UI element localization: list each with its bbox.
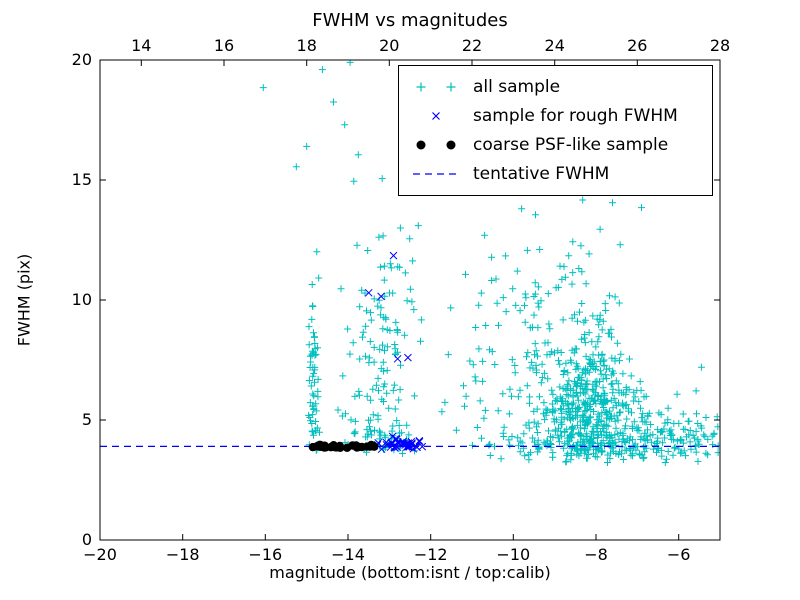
- svg-text:−10: −10: [496, 545, 530, 564]
- svg-text:16: 16: [214, 36, 234, 55]
- svg-text:−8: −8: [584, 545, 608, 564]
- svg-text:15: 15: [72, 170, 92, 189]
- y-axis-label: FWHM (pix): [14, 253, 34, 347]
- svg-text:26: 26: [627, 36, 647, 55]
- x-marker-icon: [432, 111, 440, 120]
- svg-text:28: 28: [710, 36, 730, 55]
- svg-text:−6: −6: [667, 545, 691, 564]
- plus-markers-icon: [416, 82, 456, 92]
- svg-text:−12: −12: [414, 545, 448, 564]
- svg-text:22: 22: [462, 36, 482, 55]
- legend-label-rough-fwhm: sample for rough FWHM: [473, 105, 678, 126]
- dashed-line-icon: [413, 173, 459, 176]
- svg-text:−20: −20: [83, 545, 117, 564]
- legend-label-psf-sample: coarse PSF-like sample: [473, 135, 669, 156]
- legend-item-rough-fwhm: sample for rough FWHM: [411, 106, 706, 126]
- svg-text:5: 5: [82, 410, 92, 429]
- x-axis-label: magnitude (bottom:isnt / top:calib): [269, 563, 551, 582]
- svg-text:−14: −14: [331, 545, 365, 564]
- svg-text:24: 24: [545, 36, 565, 55]
- svg-text:18: 18: [297, 36, 317, 55]
- svg-text:20: 20: [379, 36, 399, 55]
- chart-title: FWHM vs magnitudes: [312, 10, 508, 31]
- legend-item-all-sample: all sample: [411, 77, 706, 97]
- legend-label-tentative-fwhm: tentative FWHM: [473, 164, 610, 185]
- svg-text:14: 14: [131, 36, 151, 55]
- legend-label-all-sample: all sample: [473, 76, 561, 97]
- svg-text:−18: −18: [166, 545, 200, 564]
- legend-item-psf-sample: coarse PSF-like sample: [411, 135, 706, 155]
- svg-text:20: 20: [72, 50, 92, 69]
- svg-text:0: 0: [82, 530, 92, 549]
- svg-text:−16: −16: [248, 545, 282, 564]
- legend: all sample sample for rough FWHM coarse …: [398, 65, 713, 196]
- dot-markers-icon: [416, 140, 456, 150]
- legend-item-tentative-fwhm: tentative FWHM: [411, 164, 706, 184]
- svg-text:10: 10: [72, 290, 92, 309]
